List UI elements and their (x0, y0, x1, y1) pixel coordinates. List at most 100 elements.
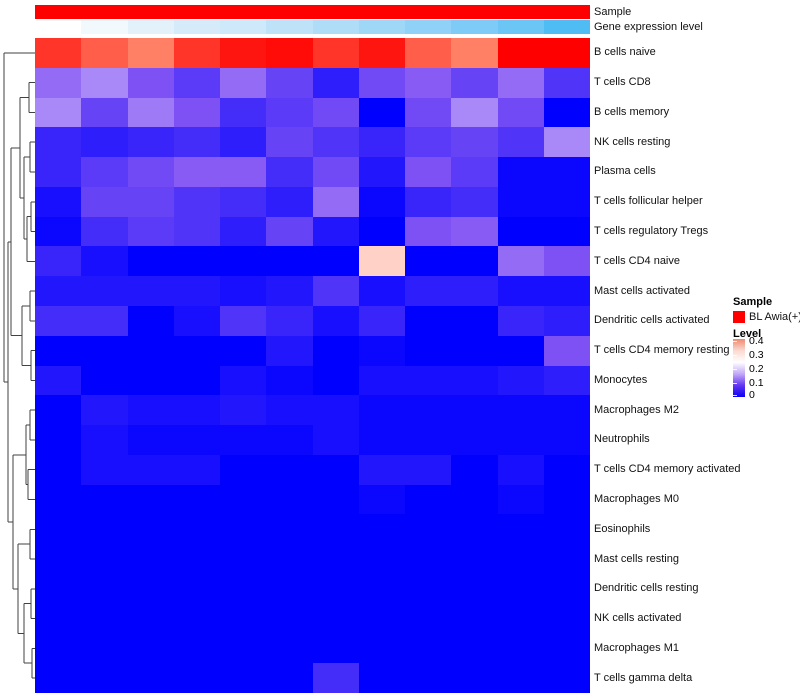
row-label: Dendritic cells activated (594, 314, 710, 327)
heatmap-cell (266, 663, 313, 693)
heatmap-cell (543, 216, 590, 247)
heatmap-cell (220, 38, 267, 68)
heatmap-cell (451, 425, 498, 455)
heatmap-cell (497, 157, 544, 187)
heatmap-cell (81, 157, 128, 187)
heatmap-cell (81, 186, 128, 217)
heatmap-cell (543, 663, 590, 693)
row-label: Macrophages M2 (594, 403, 679, 416)
heatmap-cell (81, 365, 128, 396)
heatmap-cell (405, 425, 452, 455)
heatmap-cell (451, 38, 498, 68)
row-label: Eosinophils (594, 522, 651, 535)
annotation-cell-gene-expression (266, 19, 313, 34)
heatmap-cell (405, 365, 452, 396)
heatmap-cell (173, 603, 220, 634)
heatmap-cell (35, 335, 82, 366)
heatmap-cell (81, 573, 128, 604)
heatmap-cell (81, 484, 128, 515)
legend-level-tick-mark (733, 341, 737, 342)
heatmap-cell (497, 573, 544, 604)
annotation-cell-sample (127, 5, 174, 19)
heatmap-cell (543, 603, 590, 634)
heatmap-cell (358, 425, 405, 455)
heatmap-cell (127, 97, 174, 128)
heatmap-cell (405, 454, 452, 485)
heatmap-cell (312, 544, 359, 574)
heatmap-cell (127, 633, 174, 664)
heatmap-cell (173, 633, 220, 664)
heatmap-cell (358, 67, 405, 98)
heatmap-cell (220, 633, 267, 664)
heatmap-cell (358, 305, 405, 336)
heatmap-cell (35, 276, 82, 306)
heatmap-cell (451, 484, 498, 515)
row-label: Mast cells resting (594, 552, 679, 565)
heatmap-cell (127, 186, 174, 217)
annotation-cell-sample (451, 5, 498, 19)
heatmap-cell (35, 305, 82, 336)
row-label: NK cells activated (594, 612, 682, 625)
heatmap-cell (220, 425, 267, 455)
heatmap-cell (312, 395, 359, 426)
heatmap-cell (543, 335, 590, 366)
heatmap-cell (220, 454, 267, 485)
heatmap-cell (358, 127, 405, 158)
heatmap-cell (220, 484, 267, 515)
heatmap-cell (312, 514, 359, 545)
heatmap-cell (266, 246, 313, 277)
heatmap-cell (35, 127, 82, 158)
heatmap-cell (497, 127, 544, 158)
heatmap-cell (405, 335, 452, 366)
annotation-cell-sample (266, 5, 313, 19)
heatmap-cell (451, 157, 498, 187)
row-label: Neutrophils (594, 433, 650, 446)
heatmap-cell (312, 603, 359, 634)
heatmap-cell (173, 157, 220, 187)
heatmap-cell (358, 186, 405, 217)
heatmap-cell (358, 395, 405, 426)
heatmap-cell (35, 663, 82, 693)
heatmap-cell (451, 97, 498, 128)
heatmap-cell (497, 633, 544, 664)
heatmap-cell (127, 216, 174, 247)
heatmap-cell (173, 395, 220, 426)
heatmap-cell (81, 633, 128, 664)
heatmap-cell (35, 395, 82, 426)
heatmap-cell (358, 633, 405, 664)
heatmap-cell (220, 663, 267, 693)
heatmap-cell (266, 216, 313, 247)
annotation-cell-sample (543, 5, 590, 19)
heatmap-cell (266, 127, 313, 158)
heatmap-cell (358, 454, 405, 485)
heatmap-cell (312, 38, 359, 68)
heatmap-cell (543, 97, 590, 128)
heatmap-cell (173, 97, 220, 128)
annotation-cell-sample (173, 5, 220, 19)
annotation-cell-gene-expression (543, 19, 590, 34)
row-label: Macrophages M0 (594, 492, 679, 505)
heatmap-cell (266, 305, 313, 336)
heatmap-cell (405, 663, 452, 693)
heatmap-cell (312, 67, 359, 98)
row-label: B cells naive (594, 46, 656, 59)
heatmap-cell (266, 276, 313, 306)
row-label: Dendritic cells resting (594, 582, 699, 595)
heatmap-cell (543, 573, 590, 604)
heatmap-cell (127, 157, 174, 187)
heatmap-cell (127, 484, 174, 515)
heatmap-cell (127, 38, 174, 68)
heatmap-cell (81, 544, 128, 574)
heatmap-cell (451, 246, 498, 277)
legend-level-tick-mark (733, 369, 737, 370)
heatmap-cell (266, 603, 313, 634)
heatmap-cell (220, 603, 267, 634)
heatmap-cell (220, 514, 267, 545)
annotation-cell-sample (405, 5, 452, 19)
heatmap-cell (543, 425, 590, 455)
heatmap-cell (173, 276, 220, 306)
heatmap-cell (543, 38, 590, 68)
heatmap-cell (405, 157, 452, 187)
annotation-cell-sample (358, 5, 405, 19)
